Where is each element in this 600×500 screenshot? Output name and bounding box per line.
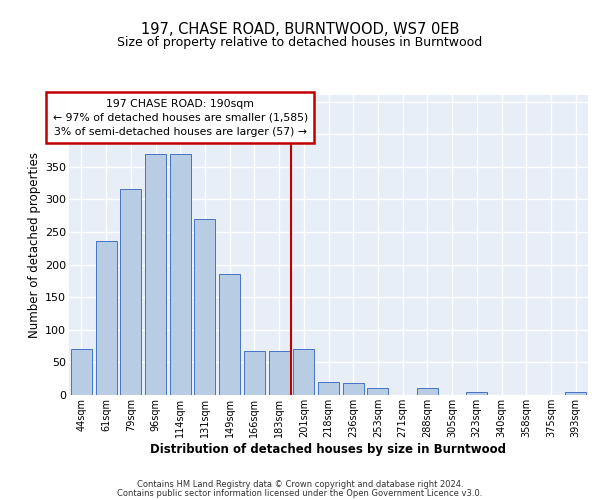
- Bar: [293, 350, 314, 395]
- Text: 197 CHASE ROAD: 190sqm
← 97% of detached houses are smaller (1,585)
3% of semi-d: 197 CHASE ROAD: 190sqm ← 97% of detached…: [53, 99, 308, 137]
- Bar: [194, 219, 215, 395]
- Bar: [170, 154, 191, 395]
- Bar: [120, 189, 141, 395]
- Bar: [417, 388, 438, 395]
- Bar: [95, 241, 116, 395]
- X-axis label: Distribution of detached houses by size in Burntwood: Distribution of detached houses by size …: [151, 442, 506, 456]
- Bar: [219, 274, 240, 395]
- Bar: [565, 392, 586, 395]
- Bar: [343, 382, 364, 395]
- Text: 197, CHASE ROAD, BURNTWOOD, WS7 0EB: 197, CHASE ROAD, BURNTWOOD, WS7 0EB: [141, 22, 459, 38]
- Text: Contains public sector information licensed under the Open Government Licence v3: Contains public sector information licen…: [118, 490, 482, 498]
- Bar: [269, 350, 290, 395]
- Bar: [145, 154, 166, 395]
- Bar: [318, 382, 339, 395]
- Y-axis label: Number of detached properties: Number of detached properties: [28, 152, 41, 338]
- Bar: [244, 350, 265, 395]
- Text: Size of property relative to detached houses in Burntwood: Size of property relative to detached ho…: [118, 36, 482, 49]
- Bar: [466, 392, 487, 395]
- Bar: [71, 350, 92, 395]
- Bar: [367, 388, 388, 395]
- Text: Contains HM Land Registry data © Crown copyright and database right 2024.: Contains HM Land Registry data © Crown c…: [137, 480, 463, 489]
